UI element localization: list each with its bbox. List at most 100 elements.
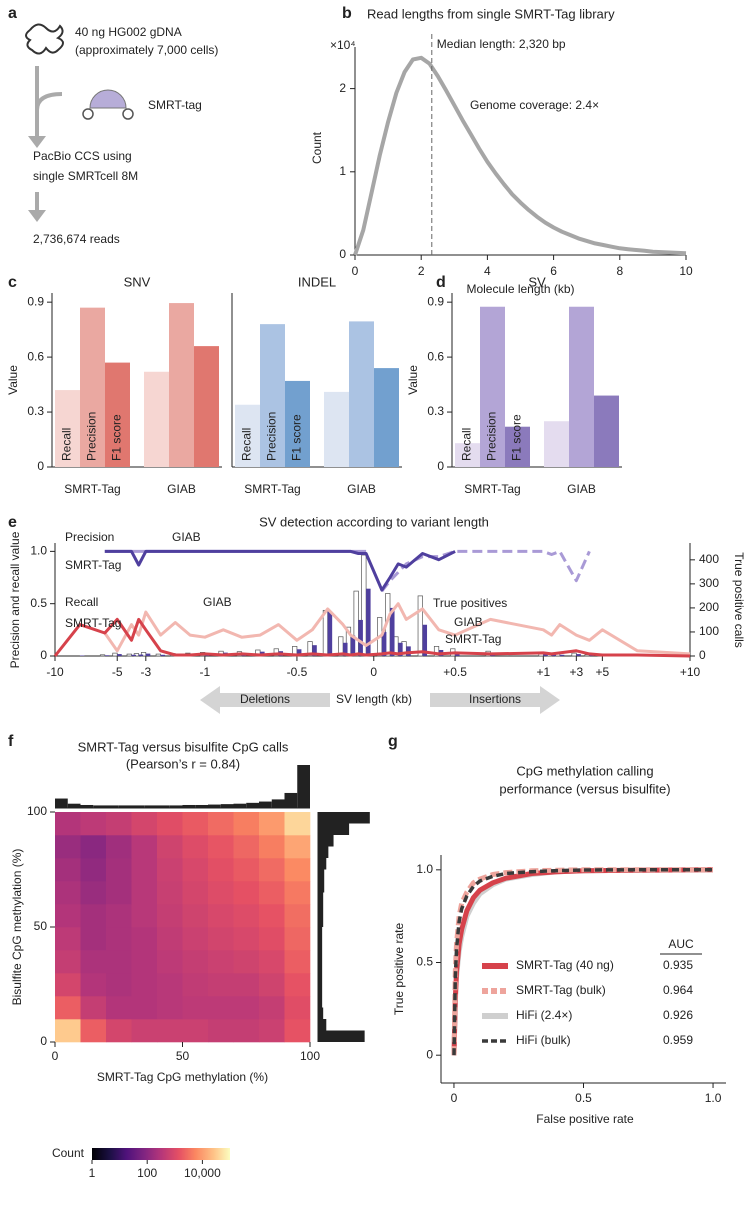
y-multiplier: ×10⁴	[330, 38, 356, 52]
tp-bar	[350, 635, 356, 656]
heat-cell	[259, 835, 285, 859]
heat-cell	[106, 973, 132, 997]
series-name: Precision	[85, 412, 99, 461]
tick-label: 0	[40, 648, 47, 662]
heat-cell	[80, 996, 107, 1020]
bar	[55, 390, 80, 467]
heat-cell	[208, 973, 234, 997]
tick-label: 0	[352, 264, 359, 278]
chart-title: SMRT-Tag versus bisulfite CpG calls	[78, 739, 289, 754]
right-hist-bar	[318, 950, 323, 962]
heat-cell	[157, 927, 183, 951]
tick-label: 4	[484, 264, 491, 278]
right-hist-bar	[318, 892, 324, 904]
read-length-line	[353, 55, 687, 256]
heat-cell	[131, 927, 158, 951]
heat-cell	[233, 904, 260, 928]
panel-letter: d	[436, 274, 446, 291]
y-axis-label: True positive rate	[392, 923, 406, 1016]
chart-subtitle: (Pearson’s r = 0.84)	[126, 756, 240, 771]
heat-cell	[106, 996, 132, 1020]
x-axis-label: SMRT-Tag CpG methylation (%)	[97, 1070, 268, 1084]
input-line: 40 ng HG002 gDNA	[75, 25, 182, 39]
tick-label: 0.9	[27, 294, 44, 308]
heat-cell	[208, 950, 234, 974]
auc-value: 0.935	[663, 958, 693, 972]
heat-cell	[131, 835, 158, 859]
tick-label: -0.5	[287, 665, 308, 679]
right-hist-bar	[318, 984, 323, 996]
group-label: True positives	[433, 596, 507, 610]
tp-bar	[312, 645, 317, 656]
tick-label: 300	[699, 576, 719, 590]
x-axis-label: False positive rate	[536, 1112, 634, 1126]
direction-label: Insertions	[469, 692, 521, 706]
category-label: GIAB	[567, 482, 596, 496]
series-name: Recall	[240, 428, 254, 461]
panel-letter: e	[8, 514, 17, 531]
heat-cell	[55, 927, 81, 951]
tick-label: 1.0	[705, 1091, 722, 1105]
legend-label: SMRT-Tag (40 ng)	[516, 958, 614, 972]
heat-cell	[106, 881, 132, 905]
tp-bar	[358, 619, 363, 656]
heat-cell	[208, 904, 234, 928]
series-name: F1 score	[290, 414, 304, 461]
heat-cell	[233, 1019, 260, 1043]
top-hist-bar	[246, 802, 259, 808]
right-hist-bar	[318, 996, 323, 1008]
tick-label: 10,000	[184, 1166, 221, 1180]
legend-label: SMRT-Tag (bulk)	[516, 983, 606, 997]
bar	[260, 324, 285, 467]
tick-label: -3	[140, 665, 151, 679]
series-label: SMRT-Tag	[65, 558, 121, 572]
heat-cell	[259, 950, 285, 974]
heat-cell	[55, 973, 81, 997]
right-hist-bar	[318, 927, 323, 939]
auc-value: 0.926	[663, 1008, 693, 1022]
heat-cell	[55, 1019, 81, 1043]
heat-cell	[131, 858, 158, 882]
heat-cell	[55, 996, 81, 1020]
top-hist-bar	[259, 801, 272, 808]
heat-cell	[259, 904, 285, 928]
legend-label: HiFi (bulk)	[516, 1033, 571, 1047]
tick-label: 0.5	[575, 1091, 592, 1105]
heat-cell	[233, 996, 260, 1020]
tick-label: 0	[52, 1049, 59, 1063]
series-label: GIAB	[454, 615, 483, 629]
tp-bar	[99, 654, 106, 657]
tp-bar	[559, 654, 565, 656]
heat-cell	[106, 904, 132, 928]
legend-title: AUC	[668, 937, 694, 951]
heat-cell	[233, 858, 260, 882]
group-label: Recall	[65, 595, 98, 609]
bar	[285, 380, 310, 467]
category-label: SMRT-Tag	[64, 482, 120, 496]
right-hist-bar	[318, 1030, 365, 1042]
tick-label: -1	[200, 665, 211, 679]
chart-title: SV detection according to variant length	[259, 514, 489, 529]
tick-label: 8	[616, 264, 623, 278]
chart-title: SV	[528, 274, 546, 289]
tick-label: 0	[426, 1047, 433, 1061]
heat-cell	[208, 1019, 234, 1043]
sequencing-line: single SMRTcell 8M	[33, 169, 138, 183]
tick-label: 0.6	[427, 349, 444, 363]
tp-bar	[104, 655, 110, 656]
top-hist-bar	[157, 805, 170, 808]
heat-cell	[157, 1019, 183, 1043]
heat-cell	[131, 950, 158, 974]
precision-line	[380, 549, 591, 593]
heat-cell	[55, 904, 81, 928]
heat-cell	[80, 835, 107, 859]
tick-label: 400	[699, 552, 719, 566]
series-name: Recall	[460, 428, 474, 461]
heat-cell	[131, 973, 158, 997]
heat-cell	[157, 904, 183, 928]
tick-label: 1	[89, 1166, 96, 1180]
top-hist-bar	[284, 792, 298, 808]
tick-label: 100	[137, 1166, 157, 1180]
heat-cell	[106, 835, 132, 859]
tp-bar	[155, 653, 161, 657]
